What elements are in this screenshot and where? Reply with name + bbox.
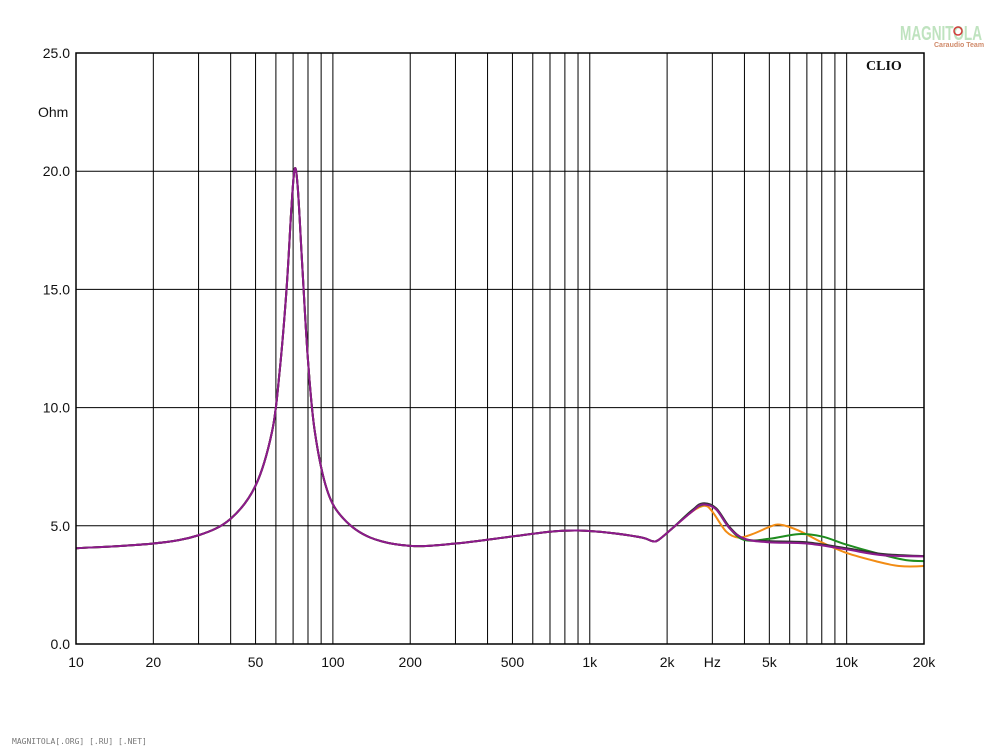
series-line-2 [76, 167, 924, 563]
plot-frame [75, 52, 925, 645]
x-tick-label: 500 [501, 654, 525, 670]
x-tick-label: 20 [146, 654, 162, 670]
y-tick-label: 15.0 [43, 281, 70, 297]
grid-lines [75, 52, 925, 645]
series-line-3 [76, 167, 924, 558]
y-tick-label: 5.0 [51, 518, 71, 534]
y-tick-label: 25.0 [43, 45, 70, 61]
x-tick-labels: 10 20 50 100 200 500 1k 2k 5k 10k 20k Hz [68, 654, 936, 670]
x-tick-label: 50 [248, 654, 264, 670]
watermark-subtitle: Caraudio Team [934, 42, 984, 49]
series-line-4 [76, 167, 924, 558]
y-unit-label: Ohm [38, 104, 68, 120]
x-tick-label: 1k [582, 654, 598, 670]
x-tick-label: 5k [762, 654, 778, 670]
y-tick-labels: 0.0 5.0 10.0 15.0 20.0 25.0 [43, 45, 70, 652]
x-tick-label: 100 [321, 654, 345, 670]
footer-text: MAGNITOLA[.ORG] [.RU] [.NET] [12, 737, 147, 746]
x-tick-label: 10k [835, 654, 859, 670]
x-tick-label: 2k [660, 654, 676, 670]
y-tick-label: 0.0 [51, 636, 71, 652]
x-tick-label: 200 [399, 654, 423, 670]
series-line-1 [76, 167, 924, 568]
x-unit-label: Hz [704, 654, 721, 670]
clio-brand-label: CLIO [866, 59, 902, 74]
x-tick-label: 10 [68, 654, 84, 670]
series-group [76, 167, 924, 568]
y-tick-label: 10.0 [43, 400, 70, 416]
y-tick-label: 20.0 [43, 163, 70, 179]
x-tick-label: 20k [913, 654, 937, 670]
watermark-logo-icon [953, 26, 963, 36]
